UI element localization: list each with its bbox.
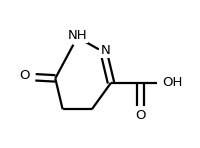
Text: O: O: [135, 108, 146, 122]
Text: O: O: [19, 69, 30, 82]
Text: NH: NH: [67, 29, 87, 42]
Text: OH: OH: [162, 76, 183, 89]
Text: N: N: [100, 44, 110, 57]
